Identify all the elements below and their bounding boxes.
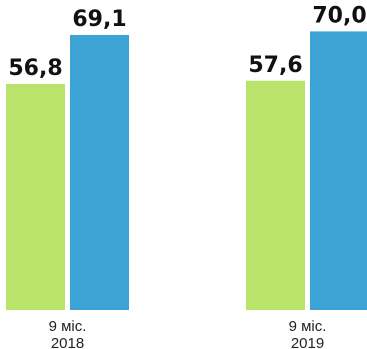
value-label-0-0: 56,8 bbox=[8, 56, 62, 81]
bars-layer bbox=[6, 31, 367, 311]
category-label-1-line-0: 9 міс. bbox=[289, 318, 327, 335]
bar-1-1 bbox=[310, 31, 367, 311]
value-label-1-1: 70,0 bbox=[312, 3, 366, 28]
value-labels-layer: 56,8 69,1 57,6 70,0 bbox=[8, 3, 366, 81]
bar-1-0 bbox=[246, 80, 305, 310]
value-label-0-1: 69,1 bbox=[72, 7, 126, 32]
category-label-1-line-1: 2019 bbox=[291, 335, 324, 349]
bar-0-1 bbox=[70, 34, 129, 311]
category-label-0-line-1: 2018 bbox=[51, 335, 84, 349]
value-label-1-0: 57,6 bbox=[248, 53, 302, 78]
category-label-0-line-0: 9 міс. bbox=[49, 318, 87, 335]
bar-0-0 bbox=[6, 83, 65, 310]
